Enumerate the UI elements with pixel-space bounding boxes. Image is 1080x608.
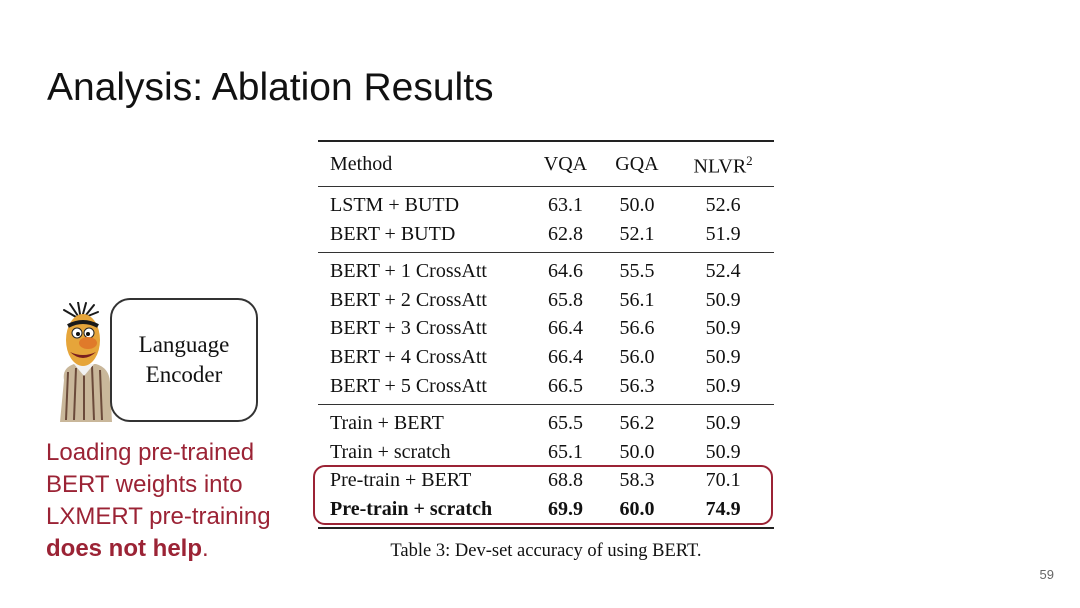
table-row: BERT + 4 CrossAtt 66.4 56.0 50.9 <box>318 343 774 372</box>
cell-gqa: 56.3 <box>619 374 655 397</box>
header-gqa: GQA <box>615 152 659 175</box>
table-header-row: Method VQA GQA NLVR2 <box>318 141 774 186</box>
callout-body: Loading pre-trained BERT weights into LX… <box>46 439 271 530</box>
cell-vqa: 62.8 <box>547 222 583 245</box>
cell-nlvr: 50.9 <box>705 440 741 463</box>
cell-method: Train + scratch <box>330 440 451 463</box>
encoder-label-line2: Encoder <box>145 362 223 387</box>
table-row: Train + scratch 65.1 50.0 50.9 <box>318 437 774 466</box>
cell-vqa: 66.5 <box>547 374 583 397</box>
cell-gqa: 56.0 <box>619 345 655 368</box>
table-row-best: Pre-train + scratch 69.9 60.0 74.9 <box>318 495 774 529</box>
cell-method: BERT + 1 CrossAtt <box>330 260 487 283</box>
group-pretraining: Train + BERT 65.5 56.2 50.9 Train + scra… <box>318 404 774 529</box>
cell-nlvr: 50.9 <box>705 288 741 311</box>
callout-emphasis: does not help <box>46 535 202 562</box>
cell-method: BERT + BUTD <box>330 222 456 245</box>
table-row: BERT + 1 CrossAtt 64.6 55.5 52.4 <box>318 252 774 285</box>
cell-method: LSTM + BUTD <box>330 193 460 216</box>
cell-nlvr: 70.1 <box>705 469 741 492</box>
cell-gqa: 60.0 <box>619 497 655 520</box>
cell-gqa: 56.1 <box>619 288 655 311</box>
cell-vqa: 65.5 <box>547 412 583 435</box>
header-vqa: VQA <box>543 152 588 175</box>
bert-character-icon <box>56 301 122 422</box>
cell-nlvr: 50.9 <box>705 317 741 340</box>
table-row: Pre-train + BERT 68.8 58.3 70.1 <box>318 466 774 495</box>
cell-vqa: 64.6 <box>547 260 583 283</box>
table-row: LSTM + BUTD 63.1 50.0 52.6 <box>318 186 774 219</box>
cell-method: Train + BERT <box>330 412 444 435</box>
encoder-label-line1: Language <box>138 332 230 357</box>
cell-vqa: 68.8 <box>547 469 583 492</box>
callout-suffix: . <box>202 535 209 562</box>
cell-method: BERT + 5 CrossAtt <box>330 374 487 397</box>
cell-method: Pre-train + BERT <box>330 469 472 492</box>
cell-nlvr: 51.9 <box>705 222 741 245</box>
results-table-container: Method VQA GQA NLVR2 LSTM + BUTD 63.1 50… <box>318 140 774 529</box>
cell-gqa: 55.5 <box>619 260 655 283</box>
cell-method: BERT + 3 CrossAtt <box>330 317 487 340</box>
cell-nlvr: 50.9 <box>705 345 741 368</box>
cell-gqa: 50.0 <box>619 440 655 463</box>
header-nlvr-text: NLVR <box>693 155 747 178</box>
cell-nlvr: 52.6 <box>705 193 741 216</box>
cell-vqa: 66.4 <box>547 345 583 368</box>
cell-gqa: 50.0 <box>619 193 655 216</box>
group-baselines: LSTM + BUTD 63.1 50.0 52.6 BERT + BUTD 6… <box>318 186 774 252</box>
cell-nlvr: 50.9 <box>705 412 741 435</box>
cell-gqa: 52.1 <box>619 222 655 245</box>
page-number: 59 <box>1039 567 1054 582</box>
header-nlvr: NLVR2 <box>672 141 774 186</box>
table-caption: Table 3: Dev-set accuracy of using BERT. <box>390 541 702 561</box>
table-row: Train + BERT 65.5 56.2 50.9 <box>318 404 774 437</box>
language-encoder-box: Language Encoder <box>110 298 258 422</box>
cell-nlvr: 52.4 <box>705 260 741 283</box>
slide-title: Analysis: Ablation Results <box>47 66 494 109</box>
cell-gqa: 58.3 <box>619 469 655 492</box>
cell-nlvr: 74.9 <box>705 497 741 520</box>
callout-text: Loading pre-trained BERT weights into LX… <box>46 437 316 565</box>
cell-method: BERT + 2 CrossAtt <box>330 288 487 311</box>
table-row: BERT + 2 CrossAtt 65.8 56.1 50.9 <box>318 285 774 314</box>
pretrain-highlight-box <box>313 465 773 525</box>
header-method: Method <box>330 152 393 175</box>
cell-vqa: 69.9 <box>547 497 583 520</box>
cell-method: Pre-train + scratch <box>330 497 493 520</box>
table-row: BERT + 3 CrossAtt 66.4 56.6 50.9 <box>318 314 774 343</box>
table-row: BERT + 5 CrossAtt 66.5 56.3 50.9 <box>318 371 774 404</box>
cell-gqa: 56.2 <box>619 412 655 435</box>
ablation-results-table: Method VQA GQA NLVR2 LSTM + BUTD 63.1 50… <box>318 140 774 529</box>
table-row: BERT + BUTD 62.8 52.1 51.9 <box>318 219 774 252</box>
cell-gqa: 56.6 <box>619 317 655 340</box>
cell-vqa: 63.1 <box>547 193 583 216</box>
group-crossatt: BERT + 1 CrossAtt 64.6 55.5 52.4 BERT + … <box>318 252 774 404</box>
cell-method: BERT + 4 CrossAtt <box>330 345 487 368</box>
cell-vqa: 65.1 <box>547 440 583 463</box>
header-nlvr-sup: 2 <box>746 153 753 168</box>
cell-vqa: 65.8 <box>547 288 583 311</box>
cell-vqa: 66.4 <box>547 317 583 340</box>
cell-nlvr: 50.9 <box>705 374 741 397</box>
